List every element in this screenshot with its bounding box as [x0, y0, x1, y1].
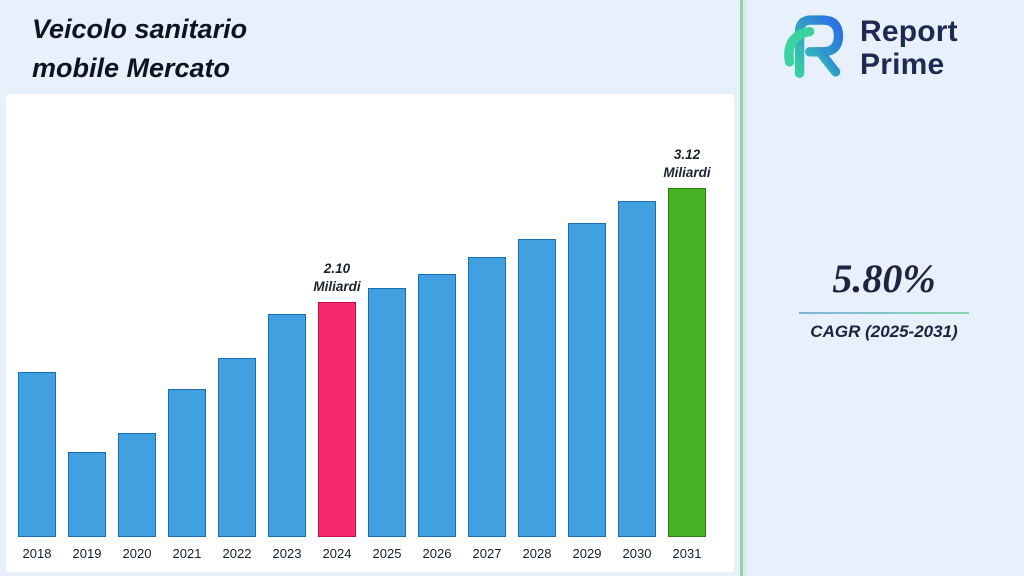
cagr-panel: 5.80% CAGR (2025-2031) — [752, 255, 1016, 342]
page-title: Veicolo sanitario mobile Mercato — [32, 10, 247, 88]
page-title-line-1: Veicolo sanitario — [32, 14, 248, 44]
bar-column: 2025 — [368, 288, 406, 561]
x-axis-label: 2026 — [422, 546, 452, 561]
x-axis-label: 2025 — [372, 546, 402, 561]
x-axis-label: 2029 — [572, 546, 602, 561]
bar-column: 2022 — [218, 358, 256, 561]
bar-2026 — [418, 274, 456, 537]
x-axis-label: 2021 — [172, 546, 202, 561]
x-axis-label: 2027 — [472, 546, 502, 561]
divider-line — [740, 0, 743, 576]
bar-2018 — [18, 372, 56, 537]
x-axis-label: 2031 — [672, 546, 702, 561]
chart-panel: 2018 2019 2020 2021 2022 2023 2.10 Miliardi 2024… — [6, 94, 734, 572]
logo-word-report: Report — [860, 15, 958, 49]
bar-2019 — [68, 452, 106, 537]
bar-column: 2023 — [268, 314, 306, 561]
bar-2031 — [668, 188, 706, 537]
bar-2029 — [568, 223, 606, 537]
bar-2023 — [268, 314, 306, 537]
page-title-line-2: mobile Mercato — [32, 53, 231, 84]
x-axis-label: 2019 — [72, 546, 102, 561]
x-axis-label: 2028 — [522, 546, 552, 561]
bar-2020 — [118, 433, 156, 537]
bar-2021 — [168, 389, 206, 537]
bar-column: 2019 — [68, 452, 106, 561]
bar-column: 2020 — [118, 433, 156, 561]
report-prime-logo: Report Prime — [778, 10, 958, 87]
bar-column: 2027 — [468, 257, 506, 561]
bar-column: 2028 — [518, 239, 556, 561]
bar-2022 — [218, 358, 256, 537]
bar-column: 2.10 Miliardi 2024 — [313, 261, 360, 561]
bar-column: 3.12 Miliardi 2031 — [663, 147, 710, 561]
bar-value-annotation: 3.12 Miliardi — [663, 146, 711, 180]
cagr-value: 5.80% — [832, 256, 936, 301]
x-axis-label: 2018 — [22, 546, 52, 561]
bar-column: 2026 — [418, 274, 456, 561]
bar-column: 2030 — [618, 201, 656, 561]
report-prime-logo-icon — [778, 10, 850, 87]
x-axis-label: 2020 — [122, 546, 152, 561]
bar-column: 2018 — [18, 372, 56, 561]
bar-2027 — [468, 257, 506, 537]
x-axis-label: 2022 — [222, 546, 252, 561]
bar-2025 — [368, 288, 406, 537]
cagr-label: CAGR (2025-2031) — [810, 322, 958, 341]
logo-word-prime: Prime — [860, 47, 945, 81]
bar-value-annotation: 2.10 Miliardi — [313, 260, 361, 294]
cagr-underline — [799, 312, 969, 314]
x-axis-label: 2024 — [322, 546, 352, 561]
x-axis-label: 2023 — [272, 546, 302, 561]
bar-2028 — [518, 239, 556, 537]
x-axis-label: 2030 — [622, 546, 652, 561]
bar-chart: 2018 2019 2020 2021 2022 2023 2.10 Miliardi 2024… — [18, 147, 711, 561]
bar-2030 — [618, 201, 656, 537]
bar-column: 2021 — [168, 389, 206, 561]
bar-column: 2029 — [568, 223, 606, 561]
bar-2024 — [318, 302, 356, 537]
logo-wordmark: Report Prime — [860, 15, 958, 81]
